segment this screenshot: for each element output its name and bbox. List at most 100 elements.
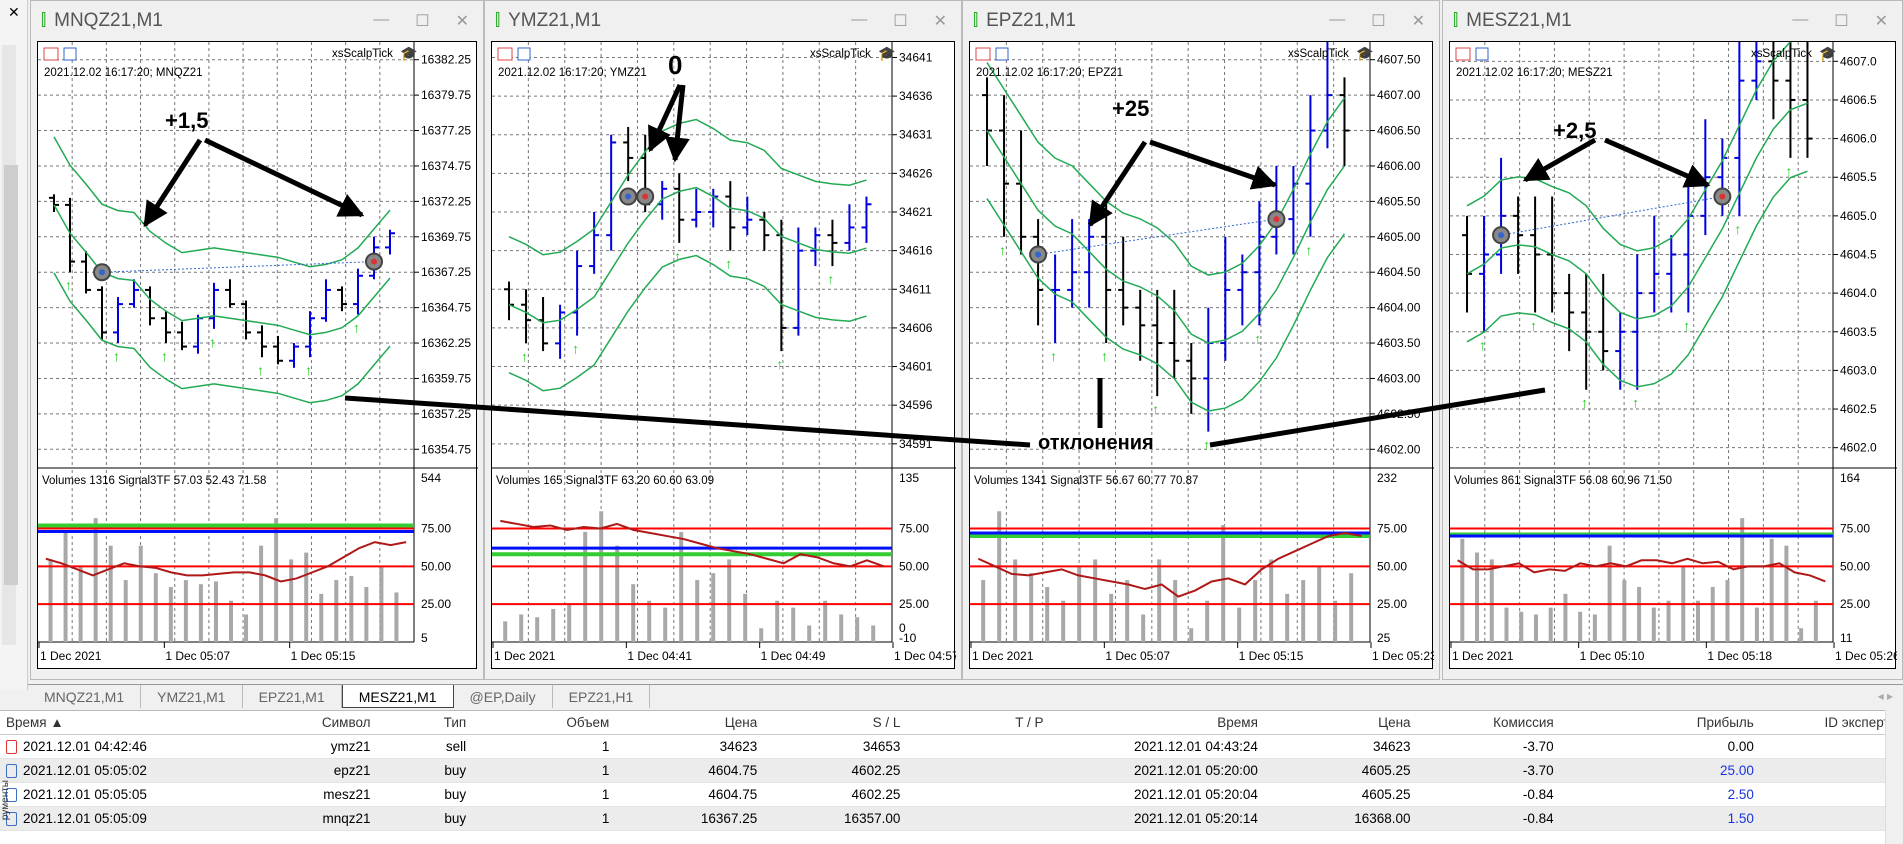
volume-bar bbox=[679, 531, 684, 642]
tab-ymz21-m1[interactable]: YMZ21,M1 bbox=[141, 685, 243, 708]
volume-bar bbox=[535, 617, 540, 642]
chart-window[interactable]: ⫿ MNQZ21,M1 — ☐ ✕ 16382.25 16379.75 16377.25… bbox=[30, 0, 484, 680]
chart-window-titlebar[interactable]: ⫿ EPZ21,M1 — ☐ ✕ bbox=[963, 1, 1439, 41]
table-row[interactable]: 2021.12.01 05:05:09 mnqz21 buy 1 16367.25 163… bbox=[0, 807, 1903, 831]
candle bbox=[273, 335, 283, 365]
column-header[interactable]: Тип bbox=[443, 715, 467, 730]
buy-signal-arrow: ↑ bbox=[1632, 395, 1639, 411]
chart-info-text: 2021.12.02 16:17:20; YMZ21 bbox=[498, 67, 647, 79]
candle bbox=[1581, 273, 1592, 390]
price-label: 4604.0 bbox=[1840, 286, 1877, 300]
volume-bar bbox=[663, 607, 668, 642]
column-header[interactable]: Цена bbox=[724, 715, 758, 730]
tab-mnqz21-m1[interactable]: MNQZ21,M1 bbox=[28, 685, 142, 708]
price-label: 4605.50 bbox=[1377, 194, 1421, 208]
close-icon[interactable]: ✕ bbox=[1874, 13, 1888, 30]
scrollbar[interactable] bbox=[2, 45, 18, 645]
scrollbar-thumb[interactable] bbox=[4, 165, 18, 585]
chart-title: MESZ21,M1 bbox=[1466, 10, 1572, 31]
tab-scroll-arrows[interactable]: ◂ ▸ bbox=[1877, 689, 1893, 703]
indicator-label: 25.00 bbox=[421, 597, 451, 611]
tab-epz21-m1[interactable]: EPZ21,M1 bbox=[243, 685, 342, 708]
cell-2: sell bbox=[445, 739, 467, 754]
tab-epz21-h1[interactable]: EPZ21,H1 bbox=[553, 685, 651, 708]
table-row[interactable]: 2021.12.01 05:05:05 mesz21 buy 1 4604.75 4602… bbox=[0, 783, 1903, 807]
column-header[interactable]: Комиссия bbox=[1493, 715, 1554, 730]
minimize-icon[interactable]: — bbox=[851, 11, 868, 28]
volume-bar bbox=[871, 625, 876, 642]
annotation-ym: 0 bbox=[668, 50, 683, 80]
candle bbox=[1751, 42, 1762, 100]
indicator-label: 50.00 bbox=[899, 559, 929, 573]
candle bbox=[1084, 219, 1095, 308]
maximize-icon[interactable]: ☐ bbox=[415, 13, 430, 30]
column-header[interactable]: S / L bbox=[872, 715, 901, 730]
column-header[interactable]: Цена bbox=[1378, 715, 1411, 730]
chart-window[interactable]: ⫿ YMZ21,M1 — ☐ ✕ 34641 34636 34631 34626 34621… bbox=[484, 0, 962, 680]
column-header[interactable]: Время ▲ bbox=[6, 715, 64, 730]
cell-7: 2021.12.01 05:20:04 bbox=[1134, 787, 1258, 802]
column-header[interactable]: Время bbox=[1217, 715, 1258, 730]
minimize-icon[interactable]: — bbox=[373, 11, 390, 28]
cell-4: 34623 bbox=[719, 739, 758, 754]
volume-bar bbox=[213, 581, 218, 642]
chart-window-titlebar[interactable]: ⫿ YMZ21,M1 — ☐ ✕ bbox=[485, 1, 961, 41]
cell-3: 1 bbox=[601, 739, 610, 754]
chart-window[interactable]: ⫿ EPZ21,M1 — ☐ ✕ 4607.50 4607.00 4606.50 4606… bbox=[962, 0, 1440, 680]
column-header[interactable]: Символ bbox=[321, 715, 371, 730]
table-row[interactable]: 2021.12.01 05:05:02 epz21 buy 1 4604.75 4602.… bbox=[0, 759, 1903, 783]
chart-area[interactable]: 34641 34636 34631 34626 34621 34616 34611 34606… bbox=[491, 41, 956, 669]
volume-bar bbox=[1533, 614, 1538, 642]
price-label: 4606.0 bbox=[1840, 132, 1877, 146]
maximize-icon[interactable]: ☐ bbox=[1371, 13, 1386, 30]
volume-bar bbox=[1637, 586, 1642, 642]
close-icon[interactable]: ✕ bbox=[8, 4, 20, 20]
column-header[interactable]: T / P bbox=[1015, 715, 1044, 730]
close-icon[interactable]: ✕ bbox=[933, 13, 947, 30]
candle bbox=[257, 325, 267, 358]
price-chart: 34641 34636 34631 34626 34621 34616 34611 34606… bbox=[492, 42, 956, 663]
graduation-cap-icon: 🎓 bbox=[878, 45, 895, 62]
maximize-icon[interactable]: ☐ bbox=[893, 13, 908, 30]
buy-signal-arrow: ↑ bbox=[1050, 348, 1057, 364]
bollinger-band-dn bbox=[508, 254, 867, 392]
tab--ep-daily[interactable]: @EP,Daily bbox=[454, 685, 553, 708]
candle bbox=[129, 279, 139, 308]
volume-bar bbox=[1157, 559, 1162, 642]
chart-area[interactable]: 16382.25 16379.75 16377.25 16374.75 16372.25… bbox=[37, 41, 478, 669]
price-chart: 4607.50 4607.00 4606.50 4606.00 4605.50 4605.… bbox=[970, 42, 1434, 663]
volume-bar bbox=[1189, 628, 1194, 642]
volume-bar bbox=[1333, 600, 1338, 642]
column-header[interactable]: Прибыль bbox=[1696, 715, 1754, 730]
chart-window[interactable]: ⫿ MESZ21,M1 — ☐ ✕ 4607.0 4606.5 4606.0 4605.5… bbox=[1442, 0, 1903, 680]
cell-3: 1 bbox=[601, 763, 610, 778]
volume-bar bbox=[1285, 593, 1290, 642]
table-row[interactable]: 2021.12.01 04:42:46 ymz21 sell 1 34623 34653 2… bbox=[0, 735, 1903, 759]
price-chart: 4607.0 4606.5 4606.0 4605.5 4605.0 4604.5 4604… bbox=[1450, 42, 1897, 663]
candlestick-icon: ⫿ bbox=[973, 12, 979, 29]
chart-window-titlebar[interactable]: ⫿ MNQZ21,M1 — ☐ ✕ bbox=[31, 1, 483, 41]
close-icon[interactable]: ✕ bbox=[455, 13, 469, 30]
maximize-icon[interactable]: ☐ bbox=[1834, 13, 1849, 30]
chart-window-titlebar[interactable]: ⫿ MESZ21,M1 — ☐ ✕ bbox=[1443, 1, 1902, 41]
signal-line bbox=[45, 541, 407, 583]
column-header[interactable]: Объем bbox=[566, 715, 610, 730]
bollinger-band-up bbox=[508, 118, 867, 256]
time-label: 1 Dec 2021 bbox=[40, 649, 102, 663]
chart-area[interactable]: 4607.50 4607.00 4606.50 4606.00 4605.50 4605.… bbox=[969, 41, 1434, 669]
price-label: 16369.75 bbox=[421, 230, 471, 244]
table-scrollbar[interactable] bbox=[1885, 710, 1903, 844]
candle bbox=[999, 95, 1010, 237]
volume-bar bbox=[1592, 614, 1597, 642]
cell-4: 4604.75 bbox=[708, 763, 758, 778]
chart-area[interactable]: 4607.0 4606.5 4606.0 4605.5 4605.0 4604.5 4604… bbox=[1449, 41, 1897, 669]
expert-advisor-name: xsScalpTick bbox=[810, 48, 871, 60]
minimize-icon[interactable]: — bbox=[1329, 11, 1346, 28]
minimize-icon[interactable]: — bbox=[1792, 11, 1809, 28]
close-icon[interactable]: ✕ bbox=[1411, 13, 1425, 30]
volume-bar bbox=[1696, 600, 1701, 642]
tab-mesz21-m1[interactable]: MESZ21,M1 bbox=[341, 685, 454, 708]
column-header[interactable]: ID эксперта bbox=[1824, 715, 1897, 730]
trade-list-icon bbox=[1455, 47, 1471, 61]
cell-10: 0.00 bbox=[1727, 739, 1754, 754]
